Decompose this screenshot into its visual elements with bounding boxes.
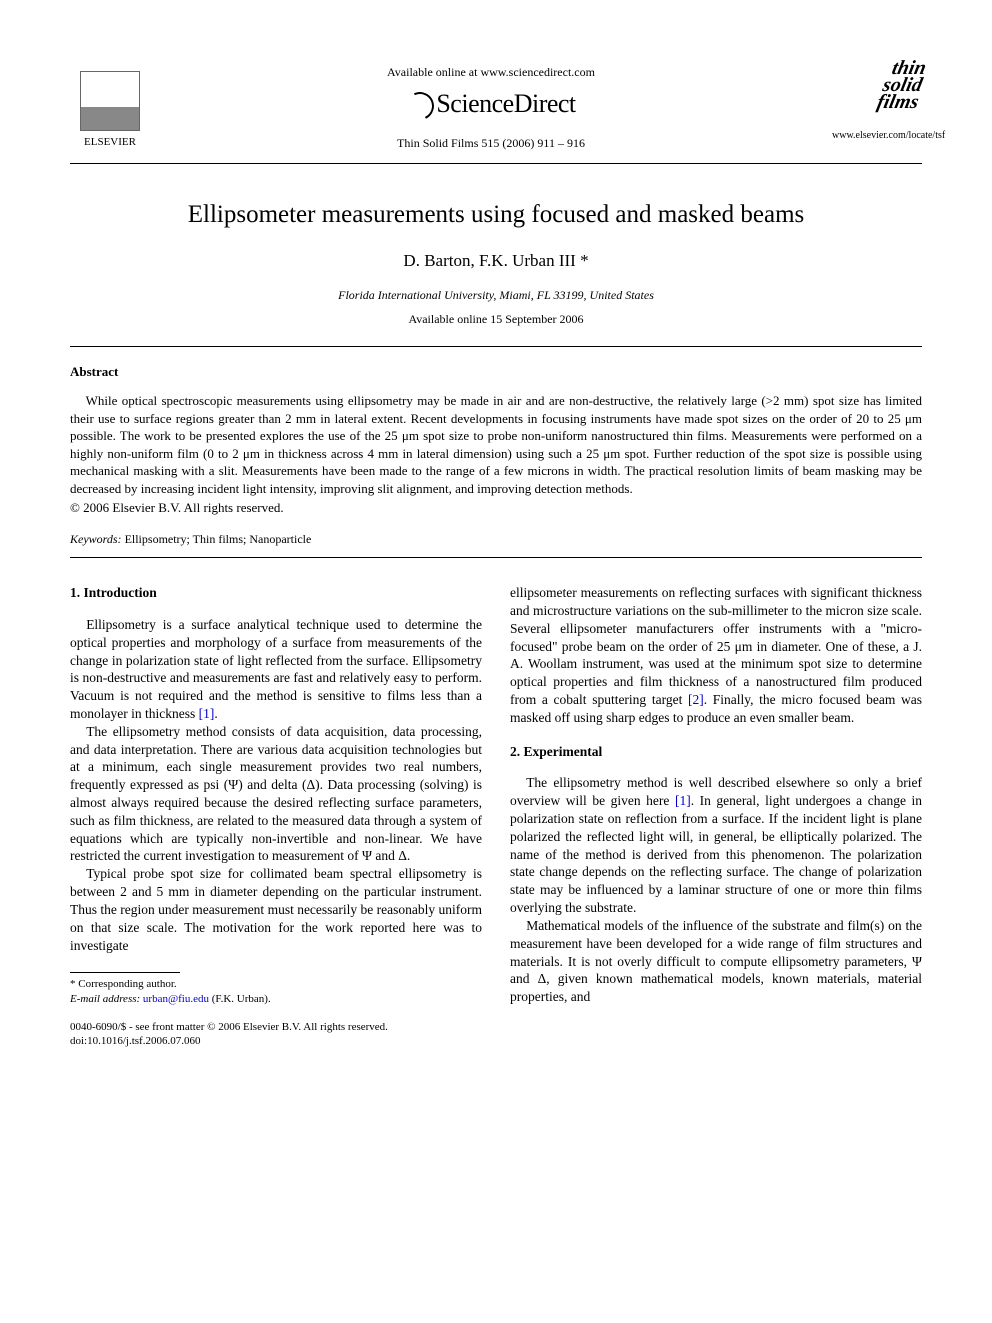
available-online-text: Available online at www.sciencedirect.co…: [150, 64, 832, 80]
issn-line: 0040-6090/$ - see front matter © 2006 El…: [70, 1020, 922, 1034]
abstract-text: While optical spectroscopic measurements…: [70, 392, 922, 497]
intro-p1-end: .: [214, 706, 217, 721]
intro-heading: 1. Introduction: [70, 584, 482, 602]
exp-p1b: . In general, light undergoes a change i…: [510, 793, 922, 915]
keywords-rule: [70, 557, 922, 558]
header-rule: [70, 163, 922, 164]
column-right: ellipsometer measurements on reflecting …: [510, 584, 922, 1006]
article-title: Ellipsometer measurements using focused …: [70, 198, 922, 232]
email-label: E-mail address:: [70, 993, 140, 1005]
sciencedirect-logo: ScienceDirect: [150, 86, 832, 121]
footnote-rule: [70, 972, 180, 973]
journal-url: www.elsevier.com/locate/tsf: [832, 129, 922, 143]
title-rule: [70, 346, 922, 347]
keywords-line: Keywords: Ellipsometry; Thin films; Nano…: [70, 531, 922, 547]
email-link[interactable]: urban@fiu.edu: [143, 993, 209, 1005]
ref-link-1[interactable]: [1]: [199, 706, 215, 721]
intro-para-3: Typical probe spot size for collimated b…: [70, 865, 482, 954]
authors-line: D. Barton, F.K. Urban III *: [70, 250, 922, 273]
abstract-body: While optical spectroscopic measurements…: [70, 392, 922, 497]
tsf-line3: films: [827, 94, 921, 111]
page-header: ELSEVIER Available online at www.science…: [70, 60, 922, 155]
experimental-heading: 2. Experimental: [510, 743, 922, 761]
sciencedirect-swoosh-icon: [402, 88, 438, 124]
body-columns: 1. Introduction Ellipsometry is a surfac…: [70, 584, 922, 1006]
elsevier-logo: ELSEVIER: [70, 60, 150, 150]
abstract-copyright: © 2006 Elsevier B.V. All rights reserved…: [70, 499, 922, 517]
corr-author-label: * Corresponding author.: [70, 977, 482, 991]
keywords-text: Ellipsometry; Thin films; Nanoparticle: [122, 532, 312, 546]
elsevier-tree-icon: [80, 71, 140, 131]
journal-logo-block: thin solid films www.elsevier.com/locate…: [832, 60, 922, 143]
corresponding-footnote: * Corresponding author. E-mail address: …: [70, 977, 482, 1006]
bottom-metadata: 0040-6090/$ - see front matter © 2006 El…: [70, 1020, 922, 1049]
col2-para-1: ellipsometer measurements on reflecting …: [510, 584, 922, 727]
header-center: Available online at www.sciencedirect.co…: [150, 60, 832, 155]
elsevier-label: ELSEVIER: [84, 135, 136, 150]
abstract-block: Abstract While optical spectroscopic mea…: [70, 363, 922, 517]
intro-p1-text: Ellipsometry is a surface analytical tec…: [70, 617, 482, 721]
ref-link-2[interactable]: [2]: [688, 692, 704, 707]
available-date: Available online 15 September 2006: [70, 311, 922, 327]
authors-text: D. Barton, F.K. Urban III: [403, 251, 580, 270]
email-paren: (F.K. Urban).: [209, 993, 271, 1005]
doi-line: doi:10.1016/j.tsf.2006.07.060: [70, 1034, 922, 1048]
column-left: 1. Introduction Ellipsometry is a surfac…: [70, 584, 482, 1006]
email-line: E-mail address: urban@fiu.edu (F.K. Urba…: [70, 992, 482, 1006]
intro-para-2: The ellipsometry method consists of data…: [70, 723, 482, 866]
keywords-label: Keywords:: [70, 532, 122, 546]
journal-reference: Thin Solid Films 515 (2006) 911 – 916: [150, 135, 832, 151]
affiliation: Florida International University, Miami,…: [70, 287, 922, 303]
thin-solid-films-logo: thin solid films: [827, 60, 928, 111]
corresponding-marker: *: [580, 251, 589, 270]
ref-link-1b[interactable]: [1]: [675, 793, 691, 808]
col2-p1a: ellipsometer measurements on reflecting …: [510, 585, 922, 707]
abstract-label: Abstract: [70, 363, 922, 381]
intro-para-1: Ellipsometry is a surface analytical tec…: [70, 616, 482, 723]
exp-para-1: The ellipsometry method is well describe…: [510, 774, 922, 917]
sciencedirect-text: ScienceDirect: [436, 89, 575, 118]
exp-para-2: Mathematical models of the influence of …: [510, 917, 922, 1006]
